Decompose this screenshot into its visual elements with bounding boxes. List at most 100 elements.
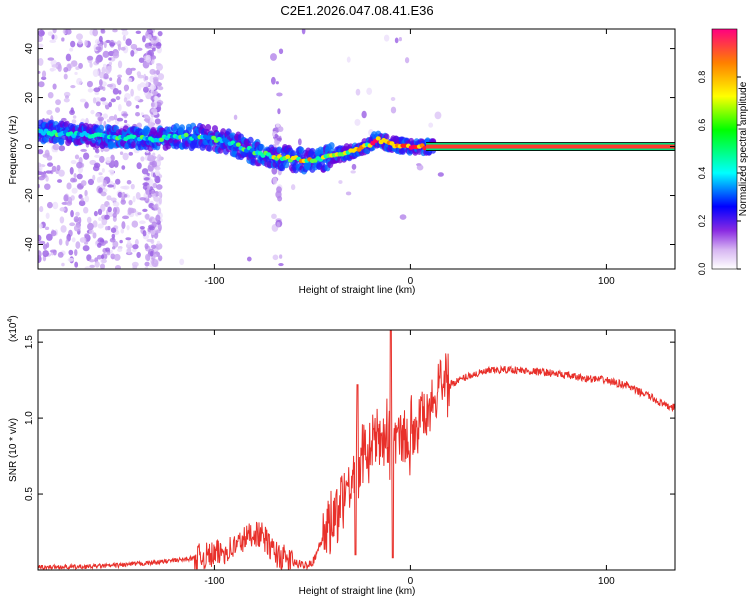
spectrogram-noise-blob xyxy=(120,199,126,205)
spectrogram-noise-blob xyxy=(117,74,123,78)
spectrogram-noise-blob xyxy=(69,109,75,115)
spectrogram-noise-blob xyxy=(437,172,444,177)
spectrogram-y-tick-label: 40 xyxy=(24,43,35,55)
spectrogram-noise-blob xyxy=(140,156,145,162)
spectrogram-ridge-halo xyxy=(225,128,232,136)
spectrogram-x-tick-label: 100 xyxy=(598,276,615,287)
spectrogram-noise-blob xyxy=(58,169,65,177)
spectrogram-noise-blob xyxy=(135,104,140,109)
spectrogram-noise-blob xyxy=(127,240,131,246)
spectrogram-noise-blob xyxy=(38,250,42,258)
spectrogram-x-tick-label: -100 xyxy=(204,276,224,287)
spectrogram-noise-blob xyxy=(66,182,72,190)
spectrogram-noise-blob xyxy=(47,31,53,37)
spectrogram-noise-blob xyxy=(38,162,42,168)
spectrogram-noise-blob xyxy=(122,215,129,220)
spectrogram-noise-blob xyxy=(106,195,112,201)
spectrogram-noise-blob xyxy=(60,225,67,233)
spectrogram-noise-blob xyxy=(55,61,62,70)
spectrogram-ridge-halo xyxy=(283,161,290,169)
spectrogram-y-axis-label: Frequency (Hz) xyxy=(8,116,19,185)
spectrogram-noise-blob xyxy=(86,55,94,61)
spectrogram-noise-blob xyxy=(106,251,111,256)
spectrogram-noise-blob xyxy=(69,47,74,52)
spectrogram-noise-blob xyxy=(102,179,108,187)
spectrogram-noise-blob xyxy=(94,91,100,96)
spectrogram-noise-blob xyxy=(109,249,113,254)
spectrogram-noise-blob xyxy=(65,53,72,62)
spectrogram-noise-blob xyxy=(84,189,88,197)
spectrogram-noise-blob xyxy=(122,152,129,161)
spectrogram-noise-blob xyxy=(123,97,128,103)
spectrogram-noise-blob xyxy=(107,65,112,73)
colorbar-tick-label: 0.2 xyxy=(697,215,707,228)
spectrogram-noise-blob xyxy=(71,237,76,243)
spectrogram-noise-blob xyxy=(130,67,136,71)
spectrogram-noise-blob xyxy=(146,238,154,243)
spectrogram-noise-blob xyxy=(135,191,141,200)
spectrogram-noise-blob xyxy=(63,97,70,103)
spectrogram-noise-blob xyxy=(152,204,158,209)
snr-scale-factor: (x104) xyxy=(7,315,19,342)
spectrogram-noise-blob xyxy=(61,117,67,122)
spectrogram-noise-blob xyxy=(50,59,57,66)
spectrogram-noise-blob xyxy=(51,165,57,172)
spectrogram-noise-blob xyxy=(121,221,126,230)
spectrogram-noise-blob xyxy=(63,66,69,73)
spectrogram-noise-blob xyxy=(108,169,115,173)
spectrogram-noise-blob xyxy=(103,73,109,80)
spectrogram-noise-blob xyxy=(38,234,42,242)
spectrogram-noise-blob xyxy=(98,172,103,176)
spectrogram-noise-blob xyxy=(121,113,129,117)
spectrogram-noise-blob xyxy=(158,255,163,261)
spectrogram-noise-blob xyxy=(127,247,132,255)
spectrogram-noise-blob xyxy=(82,152,90,160)
spectrogram-noise-blob xyxy=(102,50,110,58)
spectrogram-noise-blob xyxy=(134,239,139,246)
spectrogram-noise-blob xyxy=(49,39,57,43)
spectrogram-noise-blob xyxy=(130,88,134,97)
spectrogram-noise-blob xyxy=(61,37,65,42)
spectrogram-noise-blob xyxy=(139,197,146,201)
spectrogram-noise-blob xyxy=(92,220,98,228)
spectrogram-noise-blob xyxy=(151,259,159,267)
spectrogram-noise-blob xyxy=(56,164,61,171)
spectrogram-noise-blob xyxy=(121,191,126,200)
spectrogram-noise-blob xyxy=(366,87,373,95)
spectrogram-noise-blob xyxy=(154,230,161,234)
spectrogram-noise-blob xyxy=(112,52,120,59)
spectrogram-noise-blob xyxy=(74,71,78,76)
snr-x-tick-label: 0 xyxy=(408,576,414,587)
spectrogram-noise-blob xyxy=(272,254,279,261)
spectrogram-noise-blob xyxy=(390,106,397,114)
spectrogram-noise-blob xyxy=(38,35,43,43)
spectrogram-ridge-core xyxy=(211,135,217,140)
spectrogram-noise-blob xyxy=(65,239,69,246)
spectrogram-noise-blob xyxy=(108,101,113,108)
spectrogram-noise-blob xyxy=(117,60,123,69)
spectrogram-noise-blob xyxy=(42,250,50,258)
spectrogram-noise-blob xyxy=(68,249,74,256)
spectrogram-noise-blob xyxy=(120,46,126,51)
spectrogram-noise-blob xyxy=(128,207,135,214)
spectrogram-noise-blob xyxy=(155,184,163,190)
spectrogram-noise-blob xyxy=(118,90,122,95)
spectrogram-noise-blob xyxy=(89,264,96,268)
spectrogram-noise-blob xyxy=(95,56,100,64)
spectrogram-noise-blob xyxy=(116,117,124,122)
snr-frame xyxy=(37,329,676,571)
spectrogram-noise-blob xyxy=(130,43,138,50)
spectrogram-noise-blob xyxy=(399,214,407,220)
spectrogram-noise-blob xyxy=(108,115,116,121)
spectrogram-noise-blob xyxy=(99,72,104,79)
spectrogram-noise-blob xyxy=(276,221,281,228)
spectrogram-noise-blob xyxy=(107,211,114,217)
spectrogram-noise-blob xyxy=(70,40,76,48)
spectrogram-heatmap xyxy=(38,29,675,269)
spectrogram-noise-blob xyxy=(106,83,114,88)
spectrogram-noise-blob xyxy=(58,145,66,152)
snr-x-tick-label: 100 xyxy=(598,576,615,587)
spectrogram-noise-blob xyxy=(38,70,41,74)
spectrogram-noise-blob xyxy=(150,84,156,91)
